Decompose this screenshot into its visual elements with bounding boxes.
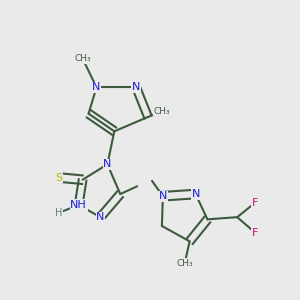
Text: CH₃: CH₃ — [154, 107, 170, 116]
Text: CH₃: CH₃ — [176, 259, 193, 268]
Text: N: N — [159, 191, 167, 201]
Text: NH: NH — [70, 200, 87, 210]
Text: N: N — [103, 159, 112, 169]
Text: N: N — [92, 82, 101, 92]
Text: F: F — [252, 228, 258, 238]
Text: S: S — [55, 172, 62, 182]
Text: N: N — [132, 82, 140, 92]
Text: H: H — [55, 208, 62, 218]
Text: CH₃: CH₃ — [74, 54, 91, 63]
Text: F: F — [252, 198, 258, 208]
Text: N: N — [96, 212, 105, 222]
Text: N: N — [191, 189, 200, 199]
